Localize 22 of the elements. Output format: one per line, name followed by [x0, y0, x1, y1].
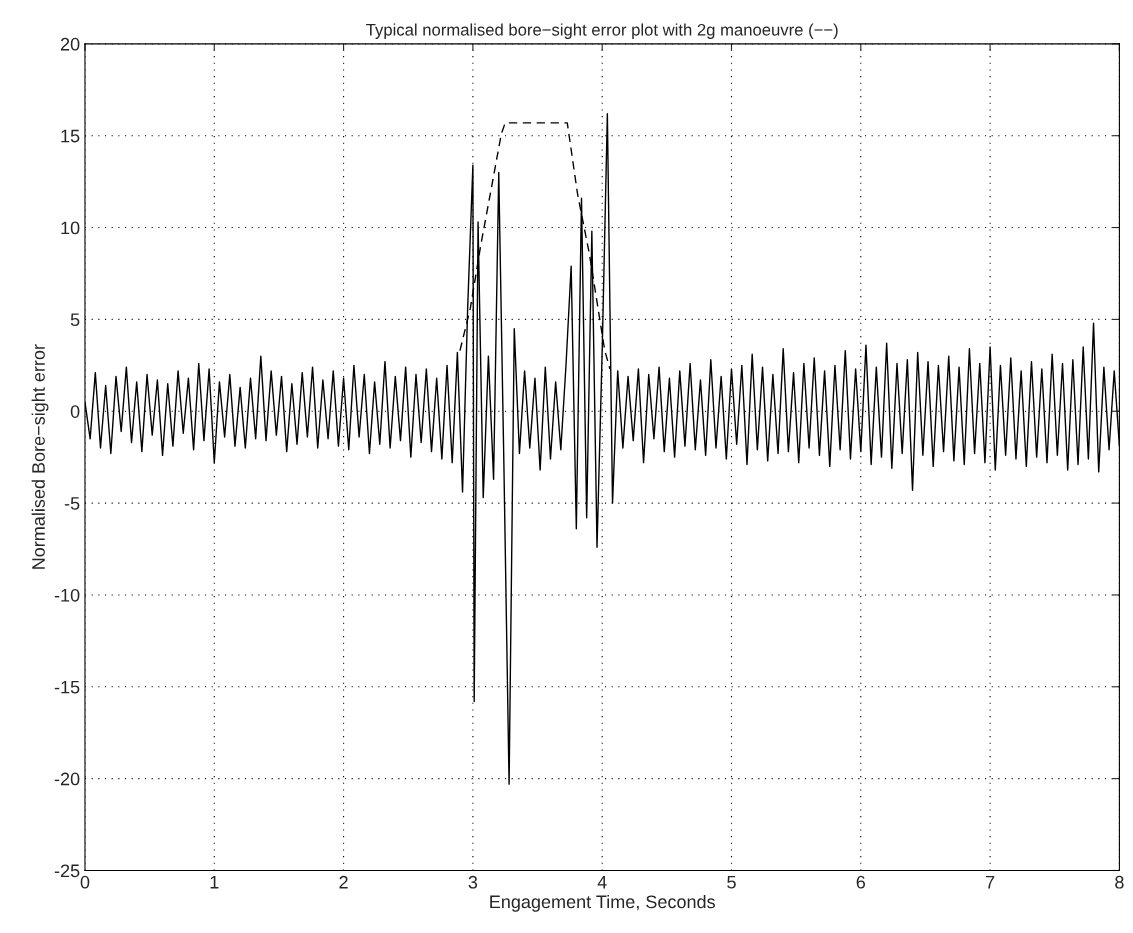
y-tick-label: -20: [54, 772, 80, 786]
x-tick-label: 8: [1115, 875, 1124, 889]
x-tick-label: 0: [80, 875, 90, 889]
y-tick-label: 0: [70, 405, 80, 418]
y-tick-label: 5: [70, 313, 80, 327]
x-tick-label: 2: [339, 875, 348, 889]
y-axis-title: Normalised Bore−sight error: [31, 344, 49, 569]
x-tick-label: 5: [727, 876, 736, 889]
y-tick-label: -5: [64, 497, 80, 510]
x-tick-label: 1: [210, 876, 219, 889]
x-tick-label: 4: [597, 876, 607, 889]
y-tick-label: -10: [54, 588, 80, 602]
x-tick-label: 7: [986, 876, 995, 889]
chart-title: Typical normalised bore−sight error plot with 2g manoeuvre (−−): [366, 23, 838, 39]
y-tick-label: 10: [61, 221, 80, 235]
y-tick-label: -25: [54, 864, 80, 878]
y-tick-label: 15: [61, 129, 80, 143]
x-tick-label: 3: [468, 875, 478, 889]
x-axis-title: Engagement Time, Seconds: [490, 894, 715, 912]
y-tick-label: -15: [54, 680, 80, 694]
x-tick-label: 6: [856, 875, 866, 889]
y-tick-label: 20: [60, 37, 80, 51]
